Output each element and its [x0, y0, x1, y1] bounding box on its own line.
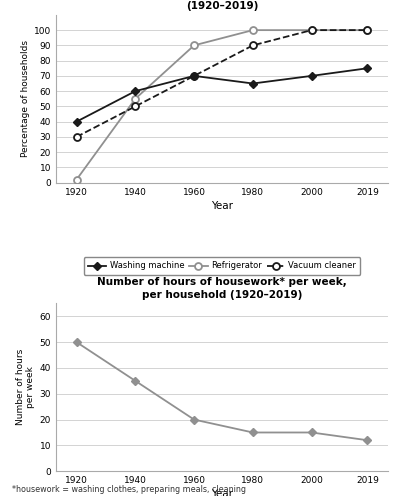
Y-axis label: Number of hours
per week: Number of hours per week	[16, 349, 36, 426]
Title: Number of hours of housework* per week,
per household (1920–2019): Number of hours of housework* per week, …	[97, 277, 347, 300]
Text: *housework = washing clothes, preparing meals, cleaning: *housework = washing clothes, preparing …	[12, 485, 246, 494]
Legend: Washing machine, Refrigerator, Vacuum cleaner: Washing machine, Refrigerator, Vacuum cl…	[84, 257, 360, 275]
X-axis label: Year: Year	[211, 201, 233, 211]
Y-axis label: Percentage of households: Percentage of households	[21, 40, 30, 157]
Title: Percentage of households with electrical appliances
(1920–2019): Percentage of households with electrical…	[68, 0, 376, 11]
X-axis label: Year: Year	[211, 489, 233, 496]
